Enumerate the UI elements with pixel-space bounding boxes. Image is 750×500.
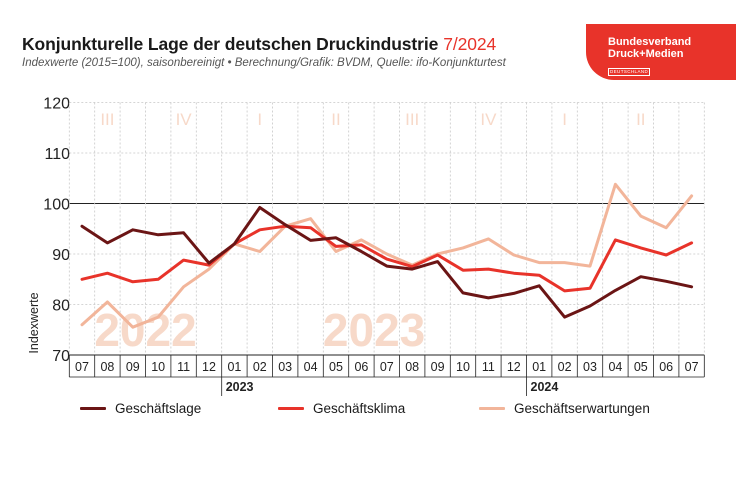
x-tick-21: 04 bbox=[608, 360, 622, 374]
quarter-label-7: II bbox=[636, 110, 645, 129]
x-tick-11: 06 bbox=[354, 360, 368, 374]
x-tick-22: 05 bbox=[634, 360, 648, 374]
y-tick-120: 120 bbox=[43, 96, 70, 113]
y-tick-80: 80 bbox=[52, 298, 70, 315]
series-line-erwartungen bbox=[80, 182, 694, 329]
year-label-2023: 2023 bbox=[226, 380, 254, 394]
x-tick-2: 09 bbox=[126, 360, 140, 374]
chart-title: Konjunkturelle Lage der deutschen Drucki… bbox=[22, 34, 496, 55]
x-tick-7: 02 bbox=[253, 360, 267, 374]
y-tick-90: 90 bbox=[52, 247, 70, 264]
x-tick-19: 02 bbox=[558, 360, 572, 374]
x-tick-14: 09 bbox=[431, 360, 445, 374]
x-tick-15: 10 bbox=[456, 360, 470, 374]
year-label-2024: 2024 bbox=[531, 380, 559, 394]
x-tick-8: 03 bbox=[278, 360, 292, 374]
x-tick-23: 06 bbox=[659, 360, 673, 374]
legend-label-klima: Geschäftsklima bbox=[313, 401, 406, 416]
legend-swatch-erwartungen bbox=[479, 407, 505, 410]
x-tick-18: 01 bbox=[532, 360, 546, 374]
legend-swatch-klima bbox=[278, 407, 304, 410]
quarter-label-0: III bbox=[100, 110, 114, 129]
series-line-lage bbox=[80, 206, 694, 319]
quarter-label-5: IV bbox=[480, 110, 497, 129]
y-tick-70: 70 bbox=[52, 348, 70, 365]
x-tick-0: 07 bbox=[75, 360, 89, 374]
x-tick-17: 12 bbox=[507, 360, 521, 374]
series-line-klima bbox=[80, 224, 694, 293]
legend-item-klima: Geschäftsklima bbox=[278, 401, 405, 416]
legend-label-lage: Geschäftslage bbox=[115, 401, 202, 416]
chart-subtitle: Indexwerte (2015=100), saisonbereinigt •… bbox=[22, 57, 506, 69]
x-tick-10: 05 bbox=[329, 360, 343, 374]
logo-line-3: DEUTSCHLAND bbox=[608, 68, 651, 76]
legend: Geschäftslage Geschäftsklima Geschäftser… bbox=[0, 401, 750, 431]
x-tick-13: 08 bbox=[405, 360, 419, 374]
x-tick-16: 11 bbox=[482, 360, 495, 374]
x-tick-6: 01 bbox=[227, 360, 241, 374]
x-tick-4: 11 bbox=[177, 360, 190, 374]
quarter-label-6: I bbox=[562, 110, 567, 129]
legend-item-erwartungen: Geschäftserwartungen bbox=[479, 401, 650, 416]
legend-swatch-lage bbox=[80, 407, 106, 410]
legend-item-lage: Geschäftslage bbox=[80, 401, 201, 416]
quarter-label-4: III bbox=[405, 110, 419, 129]
quarter-label-3: II bbox=[331, 110, 340, 129]
x-tick-24: 07 bbox=[685, 360, 699, 374]
bvdm-logo: Bundesverband Druck+Medien DEUTSCHLAND bbox=[586, 24, 736, 80]
x-tick-3: 10 bbox=[151, 360, 165, 374]
y-tick-110: 110 bbox=[44, 146, 70, 163]
legend-label-erwartungen: Geschäftserwartungen bbox=[514, 401, 650, 416]
logo-line-1: Bundesverband bbox=[608, 36, 692, 48]
x-tick-5: 12 bbox=[202, 360, 216, 374]
x-tick-20: 03 bbox=[583, 360, 597, 374]
logo-line-2: Druck+Medien bbox=[608, 48, 684, 60]
y-tick-100: 100 bbox=[43, 197, 70, 214]
x-tick-12: 07 bbox=[380, 360, 394, 374]
quarter-label-1: IV bbox=[176, 110, 193, 129]
quarter-label-2: I bbox=[257, 110, 262, 129]
title-period: 7/2024 bbox=[443, 34, 497, 54]
x-tick-9: 04 bbox=[304, 360, 318, 374]
title-text: Konjunkturelle Lage der deutschen Drucki… bbox=[22, 34, 439, 54]
x-tick-1: 08 bbox=[100, 360, 114, 374]
y-axis-label: Indexwerte bbox=[27, 292, 41, 353]
